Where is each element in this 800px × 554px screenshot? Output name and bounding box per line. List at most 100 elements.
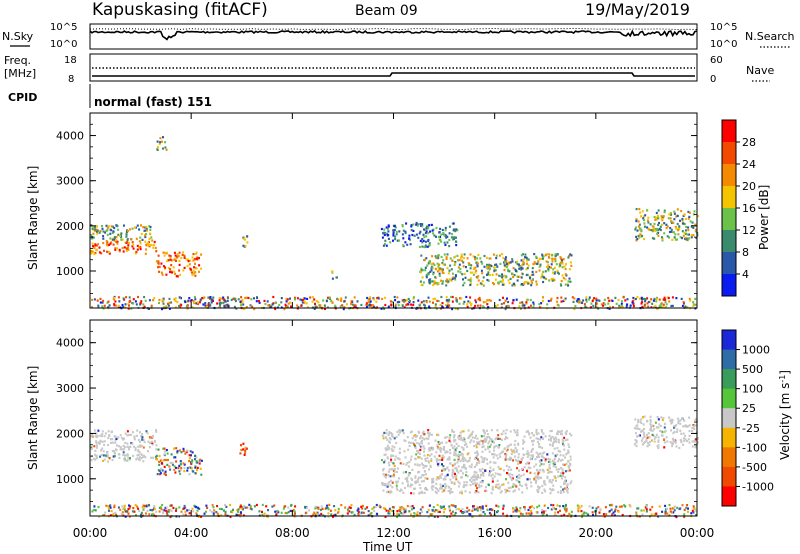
scatter-cell	[127, 457, 129, 459]
scatter-cell	[545, 270, 547, 272]
scatter-cell	[449, 232, 451, 234]
scatter-cell	[477, 476, 479, 478]
scatter-cell	[462, 278, 464, 280]
scatter-cell	[166, 506, 168, 508]
scatter-cell	[452, 491, 454, 493]
scatter-cell	[483, 301, 485, 303]
scatter-cell	[358, 508, 360, 510]
scatter-cell	[373, 510, 375, 512]
scatter-cell	[425, 460, 427, 462]
scatter-cell	[392, 455, 394, 457]
scatter-cell	[552, 504, 554, 506]
power-y-axis-label: Slant Range [km]	[26, 166, 40, 270]
scatter-cell	[430, 449, 432, 451]
scatter-cell	[609, 510, 611, 512]
scatter-cell	[382, 237, 384, 239]
scatter-cell	[443, 478, 445, 480]
scatter-cell	[646, 505, 648, 507]
scatter-cell	[460, 271, 462, 273]
scatter-cell	[467, 300, 469, 302]
scatter-cell	[423, 234, 425, 236]
scatter-cell	[518, 470, 520, 472]
scatter-cell	[534, 458, 536, 460]
scatter-cell	[582, 299, 584, 301]
scatter-cell	[333, 505, 335, 507]
scatter-cell	[164, 255, 166, 257]
scatter-cell	[91, 510, 93, 512]
scatter-cell	[440, 241, 442, 243]
scatter-cell	[157, 146, 159, 148]
scatter-cell	[198, 264, 200, 266]
scatter-cell	[517, 456, 519, 458]
cpid-label: CPID	[8, 91, 37, 104]
scatter-cell	[499, 438, 501, 440]
scatter-cell	[126, 250, 128, 252]
scatter-cell	[100, 298, 102, 300]
scatter-cell	[666, 227, 668, 229]
scatter-cell	[437, 265, 439, 267]
scatter-cell	[381, 298, 383, 300]
scatter-cell	[128, 513, 130, 515]
scatter-cell	[92, 245, 94, 247]
scatter-cell	[419, 453, 421, 455]
scatter-cell	[637, 230, 639, 232]
scatter-cell	[665, 301, 667, 303]
scatter-cell	[245, 447, 247, 449]
scatter-cell	[496, 255, 498, 257]
scatter-cell	[486, 430, 488, 432]
scatter-cell	[256, 300, 258, 302]
scatter-cell	[149, 238, 151, 240]
scatter-cell	[563, 258, 565, 260]
scatter-cell	[316, 513, 318, 515]
scatter-cell	[104, 305, 106, 307]
scatter-cell	[459, 259, 461, 261]
scatter-cell	[666, 303, 668, 305]
scatter-cell	[481, 435, 483, 437]
scatter-cell	[146, 229, 148, 231]
scatter-cell	[100, 440, 102, 442]
scatter-cell	[520, 267, 522, 269]
scatter-cell	[166, 260, 168, 262]
scatter-cell	[198, 271, 200, 273]
scatter-cell	[174, 456, 176, 458]
scatter-cell	[403, 463, 405, 465]
scatter-cell	[402, 305, 404, 307]
noise-right-tick-top: 10^5	[710, 22, 737, 33]
scatter-cell	[475, 476, 477, 478]
scatter-cell	[399, 458, 401, 460]
scatter-cell	[414, 463, 416, 465]
scatter-cell	[423, 451, 425, 453]
scatter-cell	[659, 430, 661, 432]
scatter-cell	[605, 513, 607, 515]
scatter-cell	[403, 432, 405, 434]
scatter-cell	[219, 297, 221, 299]
scatter-cell	[529, 472, 531, 474]
scatter-cell	[522, 273, 524, 275]
scatter-cell	[466, 303, 468, 305]
scatter-cell	[511, 453, 513, 455]
scatter-cell	[402, 244, 404, 246]
scatter-cell	[536, 452, 538, 454]
scatter-cell	[151, 509, 153, 511]
scatter-cell	[643, 238, 645, 240]
scatter-cell	[128, 504, 130, 506]
scatter-cell	[429, 432, 431, 434]
scatter-cell	[402, 429, 404, 431]
scatter-cell	[649, 509, 651, 511]
scatter-cell	[511, 273, 513, 275]
scatter-cell	[117, 436, 119, 438]
scatter-cell	[246, 297, 248, 299]
scatter-cell	[439, 275, 441, 277]
scatter-cell	[132, 455, 134, 457]
scatter-cell	[408, 465, 410, 467]
scatter-cell	[692, 510, 694, 512]
scatter-cell	[432, 478, 434, 480]
velocity-colorbar: Velocity [m s-1] 100050010025-25-100-500…	[722, 330, 792, 507]
scatter-cell	[91, 448, 93, 450]
scatter-cell	[128, 305, 130, 307]
scatter-cell	[536, 283, 538, 285]
scatter-cell	[112, 230, 114, 232]
scatter-cell	[287, 506, 289, 508]
scatter-cell	[474, 258, 476, 260]
scatter-cell	[306, 302, 308, 304]
